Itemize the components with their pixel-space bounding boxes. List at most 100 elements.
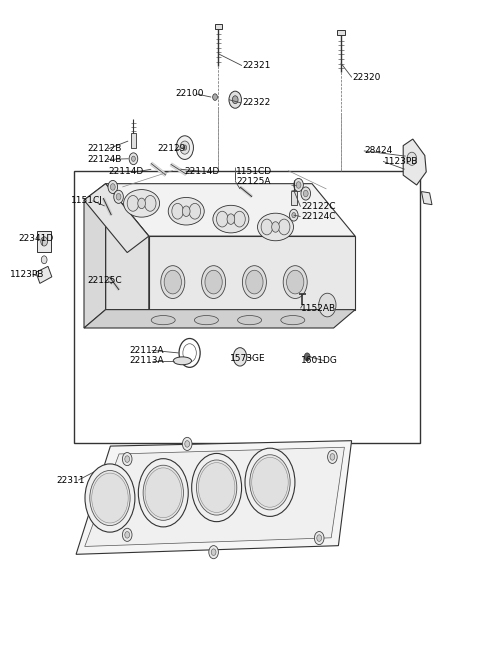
Text: 1601DG: 1601DG — [301, 356, 338, 365]
Polygon shape — [106, 184, 355, 236]
Text: 22322: 22322 — [242, 98, 271, 108]
Ellipse shape — [173, 357, 192, 365]
Circle shape — [261, 219, 273, 235]
Text: 1151CJ: 1151CJ — [71, 196, 103, 205]
Circle shape — [232, 96, 238, 104]
Ellipse shape — [213, 205, 249, 233]
Circle shape — [303, 190, 308, 197]
Circle shape — [196, 460, 237, 515]
Circle shape — [327, 450, 337, 463]
Text: 22114D: 22114D — [108, 167, 143, 176]
Circle shape — [138, 459, 188, 527]
Circle shape — [110, 184, 115, 190]
Circle shape — [209, 546, 218, 559]
Text: 22122B: 22122B — [87, 144, 122, 154]
Circle shape — [304, 353, 310, 361]
Polygon shape — [403, 139, 426, 185]
Circle shape — [205, 270, 222, 294]
Circle shape — [127, 195, 139, 211]
Text: 22113A: 22113A — [130, 356, 164, 365]
Circle shape — [252, 457, 288, 507]
Text: 22124C: 22124C — [301, 212, 336, 221]
Circle shape — [132, 156, 135, 161]
Circle shape — [234, 211, 245, 227]
Circle shape — [407, 152, 417, 165]
Circle shape — [143, 465, 183, 520]
Ellipse shape — [281, 316, 305, 325]
Polygon shape — [421, 192, 432, 205]
Bar — [74, 171, 420, 443]
Text: 22124B: 22124B — [87, 155, 122, 164]
Circle shape — [164, 270, 181, 294]
Polygon shape — [84, 184, 106, 328]
Circle shape — [116, 194, 121, 200]
Ellipse shape — [168, 197, 204, 225]
Polygon shape — [84, 447, 345, 546]
Circle shape — [41, 237, 48, 246]
Circle shape — [122, 528, 132, 541]
Circle shape — [216, 211, 228, 227]
Circle shape — [182, 206, 190, 216]
Circle shape — [213, 94, 217, 100]
Text: 22100: 22100 — [175, 89, 204, 98]
Text: 22341D: 22341D — [18, 234, 53, 243]
Text: 22112A: 22112A — [130, 346, 164, 355]
Text: 22321: 22321 — [242, 61, 271, 70]
Text: 1152AB: 1152AB — [301, 304, 336, 313]
Circle shape — [301, 187, 311, 200]
Circle shape — [246, 270, 263, 294]
Circle shape — [283, 266, 307, 298]
Polygon shape — [149, 236, 355, 310]
Circle shape — [161, 266, 185, 298]
Circle shape — [92, 473, 128, 523]
Circle shape — [176, 136, 193, 159]
Bar — [337, 30, 345, 35]
Text: 1123PB: 1123PB — [384, 157, 419, 166]
Circle shape — [122, 453, 132, 466]
Circle shape — [90, 470, 130, 525]
Circle shape — [145, 468, 181, 518]
Circle shape — [185, 441, 190, 447]
Text: 22114D: 22114D — [185, 167, 220, 176]
Text: 22311: 22311 — [57, 476, 85, 485]
Text: 22320: 22320 — [353, 73, 381, 82]
Circle shape — [314, 531, 324, 544]
Text: 1151CD: 1151CD — [236, 167, 272, 176]
Circle shape — [292, 213, 296, 218]
Ellipse shape — [151, 316, 175, 325]
Bar — [291, 191, 297, 205]
Circle shape — [192, 453, 241, 522]
Circle shape — [189, 203, 201, 219]
Circle shape — [172, 203, 183, 219]
Bar — [131, 133, 136, 148]
Circle shape — [108, 180, 118, 194]
Polygon shape — [76, 441, 351, 554]
Circle shape — [278, 219, 290, 235]
Circle shape — [85, 464, 135, 532]
Circle shape — [202, 266, 226, 298]
Ellipse shape — [238, 316, 262, 325]
Circle shape — [227, 214, 235, 224]
Ellipse shape — [124, 190, 159, 217]
Text: 1123PB: 1123PB — [10, 270, 44, 279]
Text: 1573GE: 1573GE — [230, 354, 266, 363]
Circle shape — [125, 456, 130, 462]
Circle shape — [114, 190, 123, 203]
Circle shape — [129, 153, 138, 165]
Text: 22125C: 22125C — [87, 276, 122, 285]
Polygon shape — [106, 184, 149, 310]
Circle shape — [250, 455, 290, 510]
Circle shape — [233, 348, 247, 366]
Circle shape — [242, 266, 266, 298]
Circle shape — [180, 141, 190, 154]
Circle shape — [296, 182, 301, 188]
Ellipse shape — [258, 213, 294, 241]
Circle shape — [211, 549, 216, 556]
Text: 22125A: 22125A — [236, 176, 271, 186]
Circle shape — [182, 438, 192, 451]
Polygon shape — [84, 184, 149, 253]
Circle shape — [41, 256, 47, 264]
Circle shape — [138, 198, 145, 209]
Circle shape — [125, 531, 130, 538]
Circle shape — [245, 448, 295, 516]
